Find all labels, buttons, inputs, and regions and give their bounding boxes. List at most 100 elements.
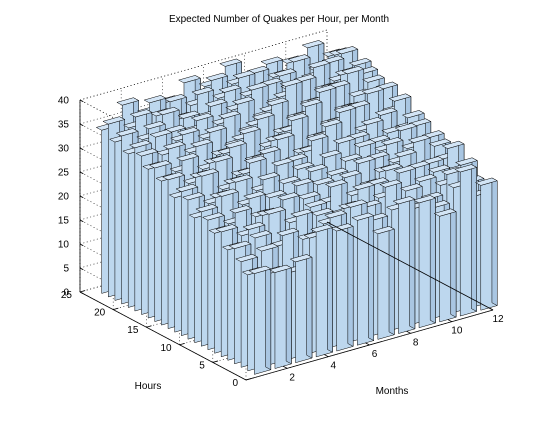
z-tick-label: 35: [58, 120, 70, 131]
bar-top-face: [324, 179, 348, 188]
bar-top-face: [276, 227, 300, 236]
x-tick-label: 6: [372, 349, 378, 360]
z-tick: [79, 195, 84, 199]
bar-top-face: [215, 188, 239, 197]
bar-top-face: [148, 160, 172, 169]
bar-side-face: [265, 265, 272, 371]
z-tick: [79, 171, 84, 175]
y-tick-label: 0: [232, 378, 238, 389]
bar-top-face: [454, 157, 478, 166]
bar-top-face: [237, 126, 261, 135]
bar-top-face: [115, 128, 139, 137]
bar-top-face: [228, 240, 252, 249]
bar-top-face: [242, 221, 266, 230]
z-tick: [79, 123, 84, 127]
bar: [454, 164, 478, 317]
bar-top-face: [102, 116, 126, 125]
bar-top-face: [297, 191, 321, 200]
y-tick-label: 10: [160, 343, 172, 354]
bar-top-face: [289, 254, 313, 263]
x-tick: [365, 342, 370, 346]
bar-top-face: [290, 208, 314, 217]
bar-top-face: [229, 205, 253, 214]
bar-top-face: [177, 110, 201, 119]
bar-top-face: [335, 46, 359, 55]
z-tick-label: 0: [63, 288, 69, 299]
bar-top-face: [339, 153, 363, 162]
bar-top-face: [332, 135, 356, 144]
box-edge: [79, 29, 328, 101]
bar-top-face: [413, 173, 437, 182]
bar-top-face: [217, 110, 241, 119]
bar-top-face: [428, 138, 452, 147]
bar-top-face: [313, 84, 337, 93]
x-tick: [282, 365, 288, 369]
bar-top-face: [257, 146, 281, 155]
z-tick-label: 15: [58, 216, 70, 227]
bar-top-face: [407, 134, 431, 143]
bar-top-face: [195, 168, 220, 177]
z-tick: [79, 147, 84, 151]
bar-side-face: [368, 212, 374, 341]
bar-top-face: [191, 86, 215, 96]
bar-top-face: [304, 199, 328, 208]
bar-top-face: [265, 97, 289, 106]
bar-top-face: [361, 74, 386, 83]
bar-top-face: [178, 75, 202, 84]
bar-top-face: [338, 170, 362, 179]
bar-top-face: [181, 192, 206, 201]
bar-top-face: [176, 127, 200, 136]
bar-side-face: [450, 208, 457, 318]
bar-top-face: [285, 113, 309, 122]
x-tick: [324, 354, 329, 358]
bar-top-face: [257, 172, 281, 181]
bar-top-face: [262, 206, 287, 215]
y-tick: [245, 378, 252, 381]
y-tick: [146, 325, 152, 328]
bar-top-face: [474, 177, 498, 186]
bar-top-face: [156, 106, 180, 115]
bar-top-face: [232, 70, 256, 79]
y-tick-label: 25: [61, 290, 73, 301]
x-tick: [488, 307, 494, 311]
bar-top-face: [311, 177, 335, 186]
bar-top-face: [379, 163, 403, 172]
bar-top-face: [333, 104, 357, 113]
bar-top-face: [291, 161, 315, 170]
bar-top-face: [360, 117, 384, 126]
bar-top-face: [401, 110, 425, 119]
bar-side-face: [306, 254, 313, 359]
z-tick-label: 25: [58, 168, 70, 179]
y-tick: [113, 307, 119, 310]
bar: [330, 223, 354, 352]
bar-top-face: [393, 165, 417, 174]
y-tick: [179, 342, 185, 346]
bar-top-face: [290, 178, 314, 187]
z-tick-label: 10: [58, 240, 70, 251]
x-tick-label: 12: [492, 314, 504, 325]
bar-top-face: [116, 97, 140, 106]
x-axis-label: Months: [376, 386, 409, 397]
bar-top-face: [255, 243, 279, 252]
bar-top-face: [399, 183, 423, 192]
z-tick-label: 20: [58, 192, 70, 203]
bar-top-face: [190, 112, 214, 121]
bar-top-face: [352, 155, 376, 164]
bar-top-face: [380, 137, 404, 146]
bar-top-face: [201, 212, 226, 221]
bar-side-face: [285, 264, 292, 365]
bar-top-face: [129, 109, 153, 118]
y-tick-label: 5: [199, 360, 205, 371]
bar-top-face: [176, 153, 200, 162]
bar-top-face: [348, 57, 372, 67]
bar-top-face: [243, 155, 267, 164]
z-tick: [79, 267, 84, 271]
bar-top-face: [351, 181, 376, 190]
bar-top-face: [229, 174, 253, 183]
bar-top-face: [307, 60, 331, 69]
bar-top-face: [143, 95, 167, 104]
bar-top-face: [215, 224, 239, 233]
bar-top-face: [248, 265, 272, 274]
bar-top-face: [330, 223, 354, 232]
bar-top-face: [379, 179, 403, 188]
